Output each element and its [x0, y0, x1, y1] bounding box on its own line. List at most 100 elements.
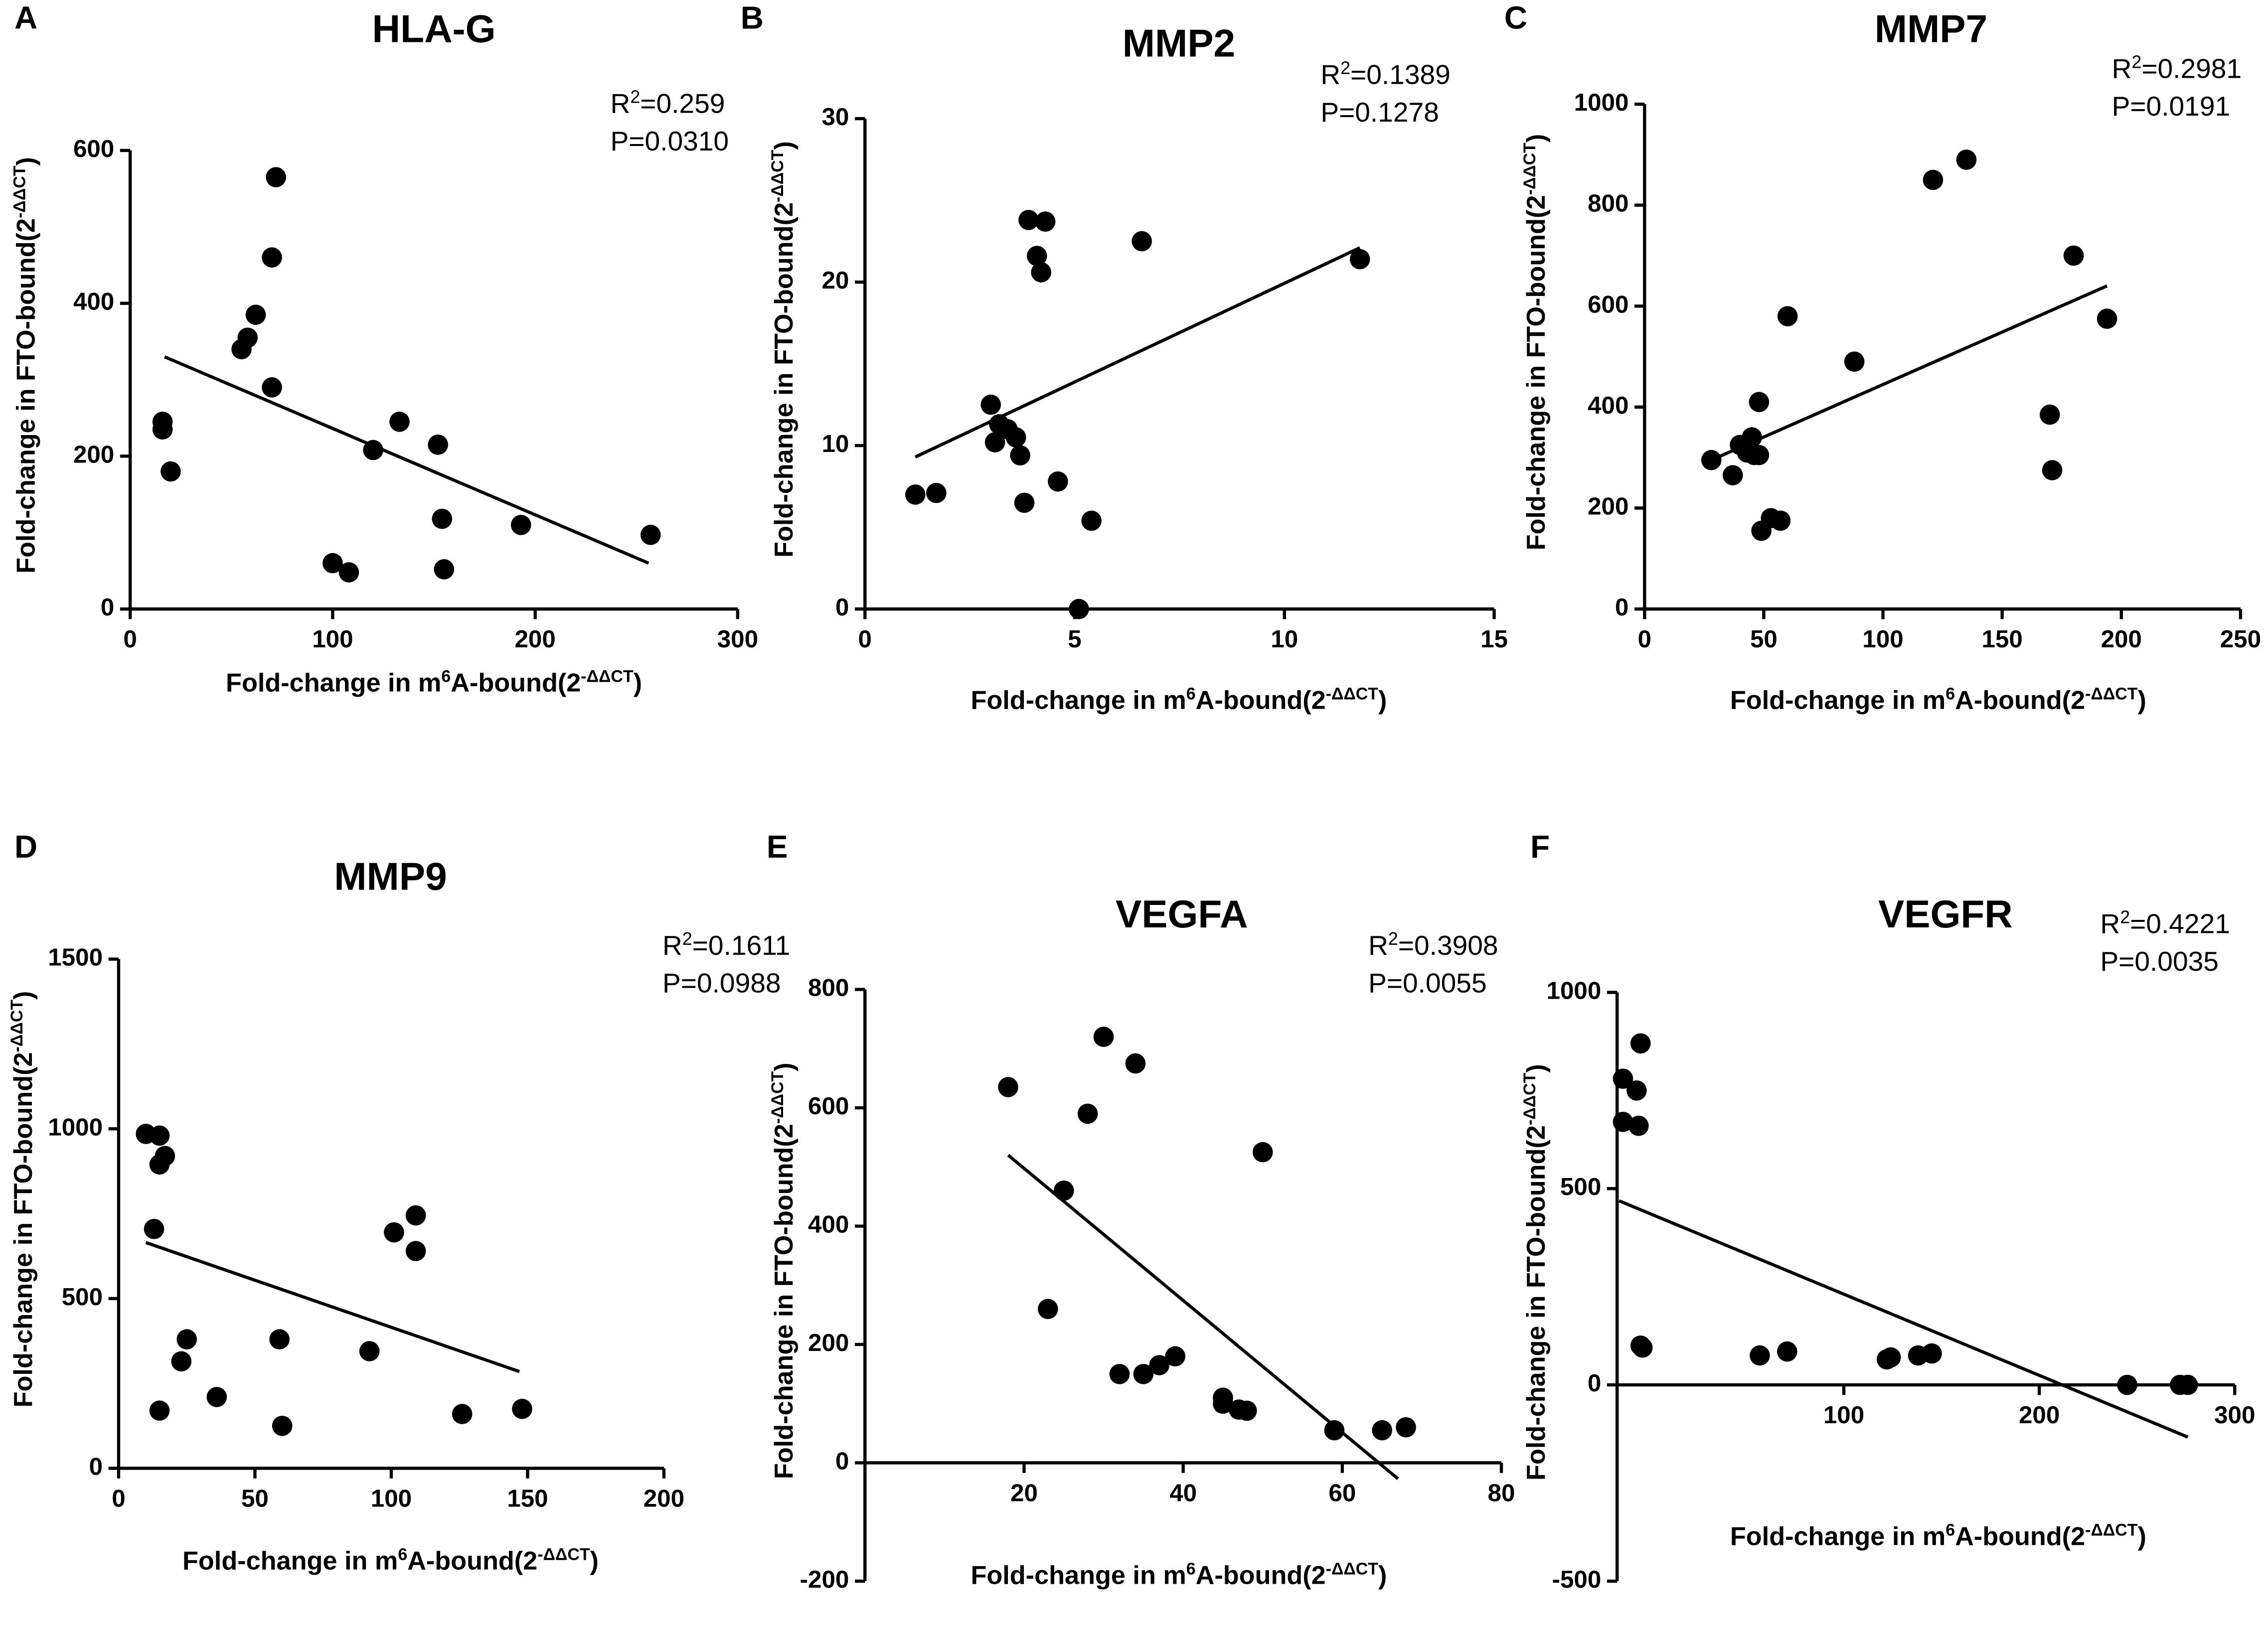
- data-point: [405, 1241, 426, 1261]
- data-point: [1038, 1299, 1058, 1320]
- panel-label: D: [14, 829, 37, 865]
- data-point: [926, 482, 947, 503]
- data-point: [161, 461, 181, 482]
- r2-annotation: R2=0.4221: [2100, 907, 2230, 939]
- x-tick-label: 10: [1271, 625, 1298, 653]
- data-point: [1324, 1420, 1345, 1441]
- chart-title: MMP2: [1123, 21, 1235, 65]
- data-point: [384, 1222, 404, 1243]
- data-point: [432, 508, 453, 529]
- data-point: [1777, 306, 1798, 326]
- y-tick-label: 1000: [48, 1113, 103, 1141]
- p-annotation: P=0.0035: [2100, 946, 2219, 977]
- regression-line: [163, 355, 649, 565]
- data-point: [1014, 492, 1035, 513]
- r2-annotation-part: 2: [1340, 58, 1350, 78]
- data-point: [980, 394, 1001, 415]
- x-tick-label: 100: [312, 625, 353, 653]
- x-axis-label-part: ): [2137, 686, 2146, 715]
- x-axis-label: Fold-change in m6A-bound(2-ΔΔCT): [182, 1545, 599, 1576]
- chart-title: HLA-G: [372, 7, 496, 51]
- x-axis-label-part: A-bound(2: [407, 1547, 537, 1576]
- x-axis-label-part: Fold-change in m: [182, 1547, 398, 1576]
- data-point: [998, 1077, 1018, 1097]
- data-point: [1613, 1112, 1633, 1132]
- data-point: [1133, 1364, 1154, 1384]
- x-tick-label: 50: [241, 1485, 269, 1512]
- data-point: [1396, 1417, 1416, 1438]
- x-tick-label: 15: [1480, 625, 1508, 653]
- y-tick-label: 0: [835, 1447, 849, 1475]
- y-tick-label: 200: [73, 441, 114, 468]
- data-point: [1701, 449, 1722, 470]
- y-axis-label-part: Fold-change in FTO-bound(2: [1522, 195, 1551, 550]
- r2-annotation-part: R: [1368, 930, 1388, 961]
- y-tick-label: 20: [821, 267, 849, 294]
- r2-annotation: R2=0.2981: [2112, 52, 2242, 84]
- data-point: [1349, 249, 1370, 270]
- y-axis-label-part: ): [1522, 1064, 1551, 1072]
- y-tick-label: 500: [62, 1283, 103, 1311]
- x-axis-label-part: A-bound(2: [1955, 1522, 2085, 1551]
- y-tick-label: -500: [1552, 1566, 1602, 1593]
- regression-line: [1710, 284, 2108, 462]
- data-point: [144, 1218, 164, 1239]
- chart-title: MMP7: [1875, 7, 1987, 51]
- y-tick-label: 0: [1588, 1369, 1601, 1397]
- data-point: [152, 419, 173, 440]
- x-tick-label: 300: [2214, 1401, 2255, 1429]
- x-axis-label-part: Fold-change in m: [1730, 1522, 1945, 1551]
- y-tick-label: 800: [1588, 190, 1628, 217]
- x-axis-label-part: -ΔΔCT: [537, 1545, 590, 1564]
- x-tick-label: 0: [858, 625, 872, 653]
- data-point: [2063, 245, 2084, 266]
- panel-label: B: [741, 0, 764, 36]
- r2-annotation-part: =0.4221: [2130, 908, 2230, 939]
- y-axis-label-part: -ΔΔCT: [768, 1071, 787, 1124]
- r2-annotation-part: =0.1611: [692, 930, 791, 961]
- y-tick-label: -200: [800, 1566, 849, 1593]
- y-axis-label: Fold-change in FTO-bound(2-ΔΔCT): [7, 991, 38, 1408]
- y-axis-label-part: Fold-change in FTO-bound(2: [9, 1052, 38, 1407]
- data-point: [512, 1398, 532, 1419]
- data-point: [1010, 445, 1030, 466]
- data-point: [269, 1329, 290, 1349]
- x-tick-label: 300: [717, 625, 758, 653]
- x-axis-label-part: A-bound(2: [1196, 686, 1326, 715]
- chart-title: VEGFA: [1116, 892, 1248, 936]
- x-axis-label-part: Fold-change in m: [971, 686, 1186, 715]
- y-axis-label-part: ): [770, 141, 799, 149]
- x-axis-label-part: ): [1378, 1561, 1387, 1590]
- x-axis-label-part: -ΔΔCT: [2085, 1520, 2138, 1539]
- r2-annotation: R2=0.3908: [1368, 929, 1498, 961]
- y-axis-label-part: -ΔΔCT: [7, 1000, 26, 1052]
- x-axis-label-part: ): [634, 669, 642, 698]
- data-point: [1077, 1103, 1098, 1124]
- data-point: [2097, 308, 2117, 329]
- y-tick-label: 400: [808, 1211, 849, 1238]
- x-axis-label-part: ): [2137, 1522, 2146, 1551]
- chart-title: VEGFR: [1878, 892, 2013, 936]
- data-point: [389, 412, 410, 432]
- x-tick-label: 5: [1068, 625, 1081, 653]
- x-axis-label: Fold-change in m6A-bound(2-ΔΔCT): [1730, 1520, 2146, 1551]
- data-point: [640, 525, 661, 545]
- data-point: [2039, 404, 2060, 425]
- x-axis-label-part: ): [590, 1547, 599, 1576]
- data-point: [1026, 246, 1047, 266]
- data-point: [1923, 169, 1944, 190]
- data-point: [206, 1387, 227, 1407]
- regression-line: [1618, 1199, 2189, 1439]
- r2-annotation-part: R: [2100, 908, 2120, 939]
- r2-annotation-part: 2: [630, 87, 640, 107]
- x-axis-label-part: 6: [1945, 1520, 1955, 1539]
- r2-annotation-part: R: [662, 930, 682, 961]
- y-axis-label: Fold-change in FTO-bound(2-ΔΔCT): [768, 141, 799, 558]
- x-tick-label: 50: [1750, 625, 1778, 653]
- data-point: [1048, 471, 1068, 492]
- x-tick-label: 40: [1169, 1479, 1197, 1506]
- data-point: [1844, 351, 1865, 372]
- y-tick-label: 1000: [1574, 89, 1629, 116]
- y-axis-label-part: -ΔΔCT: [10, 165, 29, 218]
